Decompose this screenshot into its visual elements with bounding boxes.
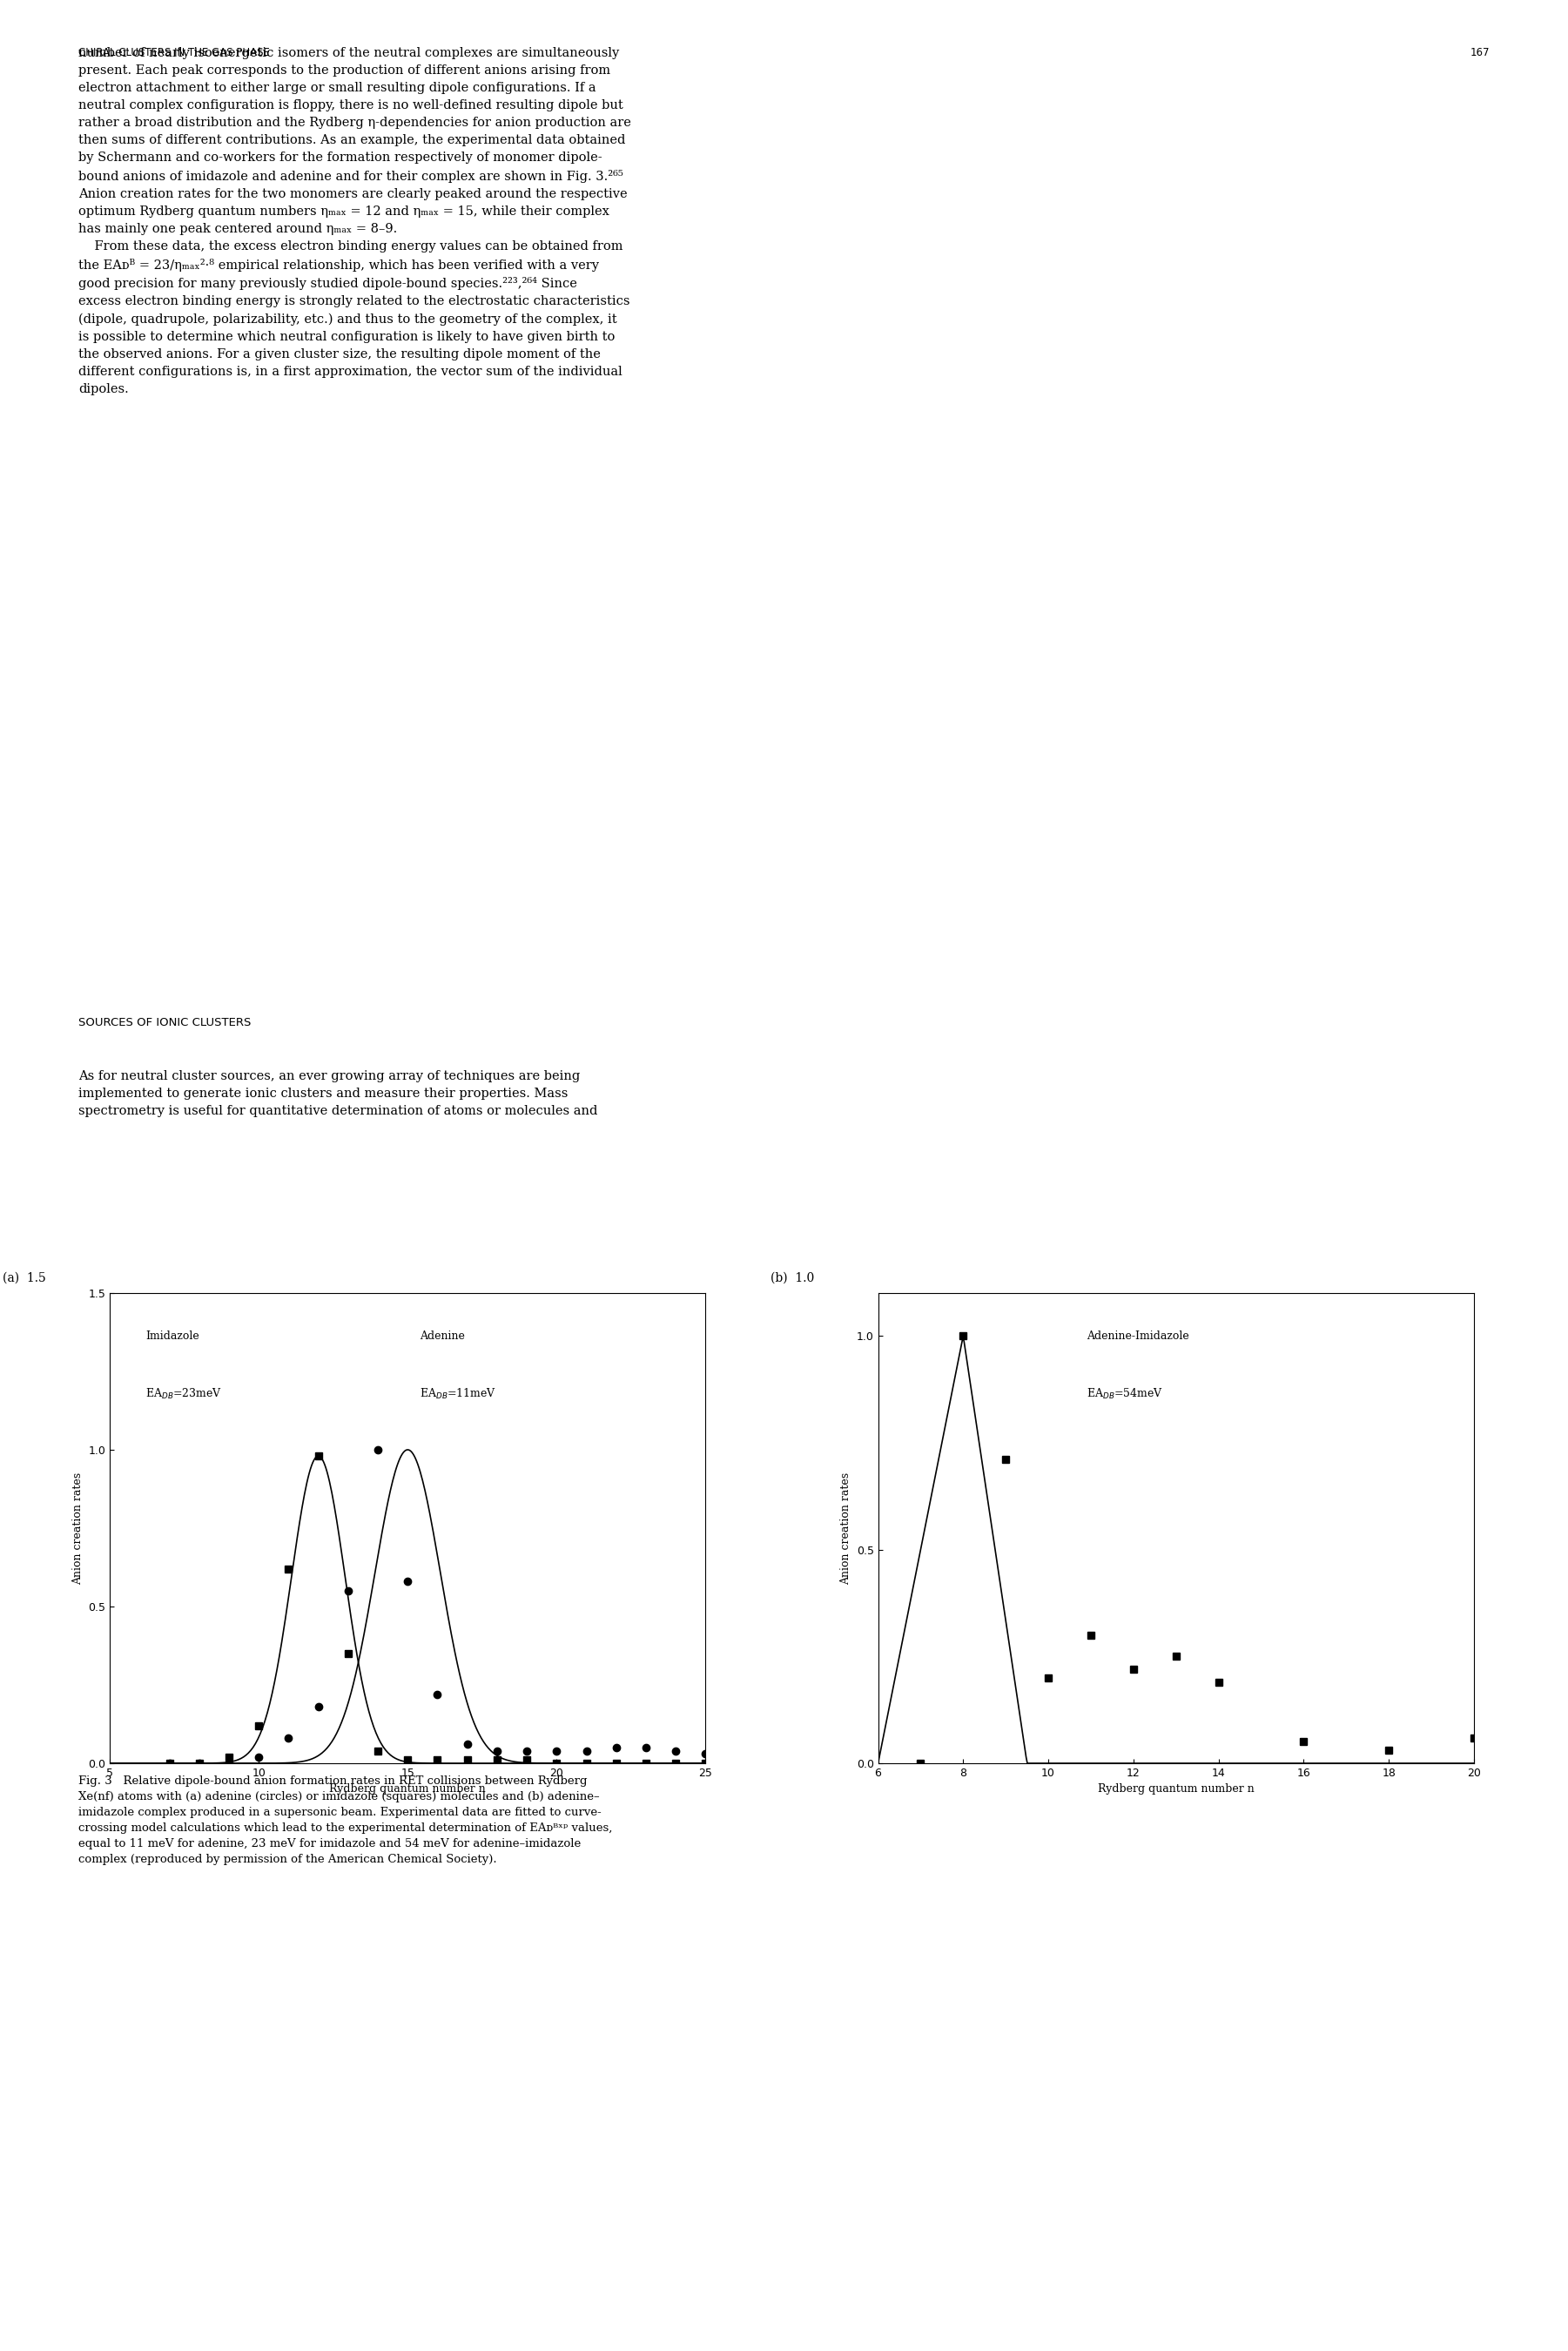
Text: Adenine: Adenine: [420, 1331, 464, 1342]
X-axis label: Rydberg quantum number n: Rydberg quantum number n: [1098, 1784, 1254, 1794]
Text: CHIRAL CLUSTERS IN THE GAS PHASE: CHIRAL CLUSTERS IN THE GAS PHASE: [78, 47, 270, 59]
Y-axis label: Anion creation rates: Anion creation rates: [840, 1472, 851, 1585]
Text: 167: 167: [1471, 47, 1490, 59]
Text: SOURCES OF IONIC CLUSTERS: SOURCES OF IONIC CLUSTERS: [78, 1018, 251, 1027]
Text: (a)  1.5: (a) 1.5: [3, 1272, 45, 1284]
Text: Imidazole: Imidazole: [146, 1331, 199, 1342]
Y-axis label: Anion creation rates: Anion creation rates: [72, 1472, 83, 1585]
Text: Fig. 3   Relative dipole-bound anion formation rates in RET collisions between R: Fig. 3 Relative dipole-bound anion forma…: [78, 1775, 613, 1864]
Text: Adenine-Imidazole: Adenine-Imidazole: [1087, 1331, 1189, 1342]
X-axis label: Rydberg quantum number n: Rydberg quantum number n: [329, 1784, 486, 1794]
Text: (b)  1.0: (b) 1.0: [771, 1272, 815, 1284]
Text: number of nearly isoenergetic isomers of the neutral complexes are simultaneousl: number of nearly isoenergetic isomers of…: [78, 47, 632, 395]
Text: EA$_{DB}$=11meV: EA$_{DB}$=11meV: [420, 1387, 497, 1401]
Text: EA$_{DB}$=23meV: EA$_{DB}$=23meV: [146, 1387, 223, 1401]
Text: EA$_{DB}$=54meV: EA$_{DB}$=54meV: [1087, 1387, 1163, 1401]
Text: As for neutral cluster sources, an ever growing array of techniques are being
im: As for neutral cluster sources, an ever …: [78, 1070, 597, 1117]
